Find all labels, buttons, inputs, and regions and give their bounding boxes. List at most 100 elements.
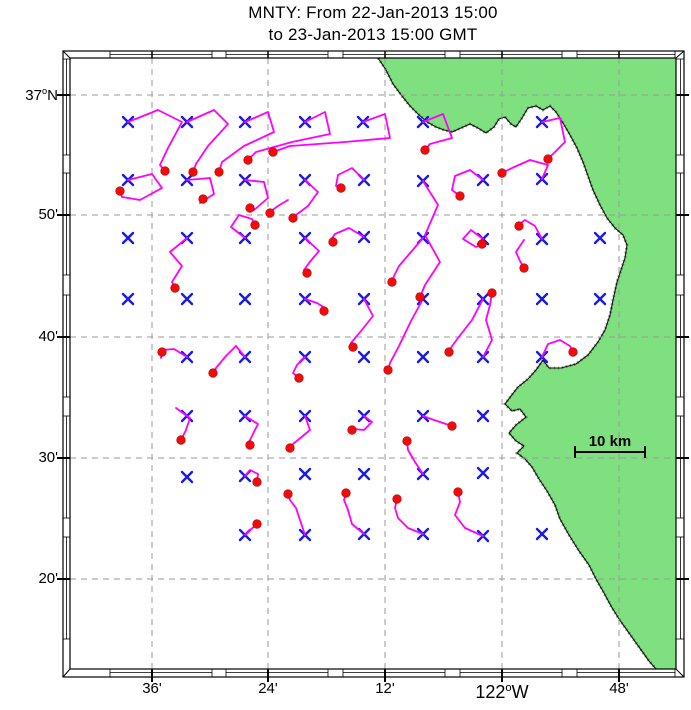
trajectory-line: [186, 109, 229, 173]
y-tick-label-30: 30': [38, 449, 58, 466]
x-marker: [238, 292, 252, 306]
x-marker: [121, 292, 135, 306]
end-position-dot: [514, 221, 524, 231]
trajectory-line: [218, 111, 275, 173]
end-position-dot: [188, 167, 198, 177]
end-position-dot: [347, 425, 357, 435]
x-marker: [180, 470, 194, 484]
frame-outer: [62, 50, 685, 678]
trajectory-line: [272, 113, 391, 153]
end-position-dot: [477, 239, 487, 249]
trajectory-line: [350, 298, 374, 348]
x-tick-label-24: 24': [258, 680, 278, 697]
trajectory-line: [391, 237, 424, 283]
end-position-dot: [285, 443, 295, 453]
trajectory-line: [292, 179, 319, 219]
end-position-dot: [176, 435, 186, 445]
trajectory-line: [175, 407, 191, 441]
end-position-dot: [568, 347, 578, 357]
x-tick-label-48: 48': [609, 680, 629, 697]
end-position-dot: [348, 342, 358, 352]
trajectory-line: [419, 180, 441, 298]
end-position-dot: [387, 277, 397, 287]
degree-sup: o: [41, 86, 48, 96]
map-frame: [57, 50, 689, 682]
end-position-dot: [487, 288, 497, 298]
x-marker: [535, 527, 549, 541]
trajectory-layer: [115, 109, 578, 537]
trajectory-line: [482, 292, 493, 358]
trajectory-line: [287, 493, 306, 536]
trajectory-line: [119, 173, 163, 201]
x-marker: [298, 467, 312, 481]
end-position-dot: [402, 436, 412, 446]
frame-corner-diagonal: [675, 50, 685, 59]
trajectory-line: [454, 491, 484, 537]
trajectory-line: [541, 339, 574, 358]
end-position-dot: [415, 292, 425, 302]
end-position-dot: [447, 421, 457, 431]
end-position-dot: [294, 373, 304, 383]
end-position-dot: [341, 488, 351, 498]
end-position-dot: [302, 268, 312, 278]
x-marker: [180, 292, 194, 306]
scale-bar-label: 10 km: [589, 433, 632, 450]
x-marker: [357, 467, 371, 481]
trajectory-line: [343, 492, 365, 535]
x-marker: [593, 292, 607, 306]
trajectory-line: [394, 498, 424, 535]
end-position-dot: [319, 306, 329, 316]
x-marker: [121, 231, 135, 245]
y-tick-label-40: 40': [38, 328, 58, 345]
end-position-dot: [383, 365, 393, 375]
y-tick-label-37n: 37oN: [2, 86, 58, 106]
end-position-dot: [252, 477, 262, 487]
trajectory-line: [501, 159, 549, 180]
coastline: [377, 58, 657, 669]
end-position-dot: [115, 186, 125, 196]
frame-corner-diagonal: [675, 668, 685, 678]
map-area: 10 km: [70, 58, 676, 669]
x-marker: [476, 409, 490, 423]
y-tick-37-deg: 37: [25, 87, 42, 104]
trajectory-line: [451, 169, 484, 197]
x-marker: [416, 350, 430, 364]
end-position-dot: [455, 191, 465, 201]
scale-bar: 10 km: [574, 433, 646, 458]
x-tick-label-122w: 122oW: [452, 681, 552, 703]
end-position-dot: [214, 167, 224, 177]
trajectory-line: [387, 298, 424, 371]
x-tick-122-deg: 122: [475, 682, 506, 702]
end-position-dot: [288, 213, 298, 223]
end-position-dot: [453, 487, 463, 497]
x-tick-label-36: 36': [142, 680, 162, 697]
x-marker: [535, 292, 549, 306]
end-position-dot: [392, 494, 402, 504]
land-polygon: [378, 58, 676, 669]
end-position-dot: [328, 237, 338, 247]
x-tick-122-hem: W: [511, 682, 529, 702]
trajectory-line: [303, 237, 320, 274]
frame-inner: [69, 57, 677, 670]
degree-sup: o: [505, 682, 512, 694]
x-marker: [593, 231, 607, 245]
trajectory-line: [448, 298, 484, 353]
trajectory-line: [212, 345, 246, 374]
trajectory-line: [422, 113, 453, 151]
plot-title-line2: to 23-Jan-2013 15:00 GMT: [268, 25, 478, 44]
x-marker: [357, 350, 371, 364]
end-position-dot: [283, 489, 293, 499]
end-position-dot: [208, 368, 218, 378]
plot-title-line1: MNTY: From 22-Jan-2013 15:00: [248, 3, 498, 22]
y-tick-37-hem: N: [47, 87, 58, 104]
end-position-dot: [543, 154, 553, 164]
end-position-dot: [336, 183, 346, 193]
end-position-dot: [420, 145, 430, 155]
end-position-dot: [265, 208, 275, 218]
x-tick-label-12: 12': [375, 680, 395, 697]
trajectory-line: [127, 109, 183, 172]
end-position-dot: [519, 263, 529, 273]
end-position-dot: [245, 203, 255, 213]
